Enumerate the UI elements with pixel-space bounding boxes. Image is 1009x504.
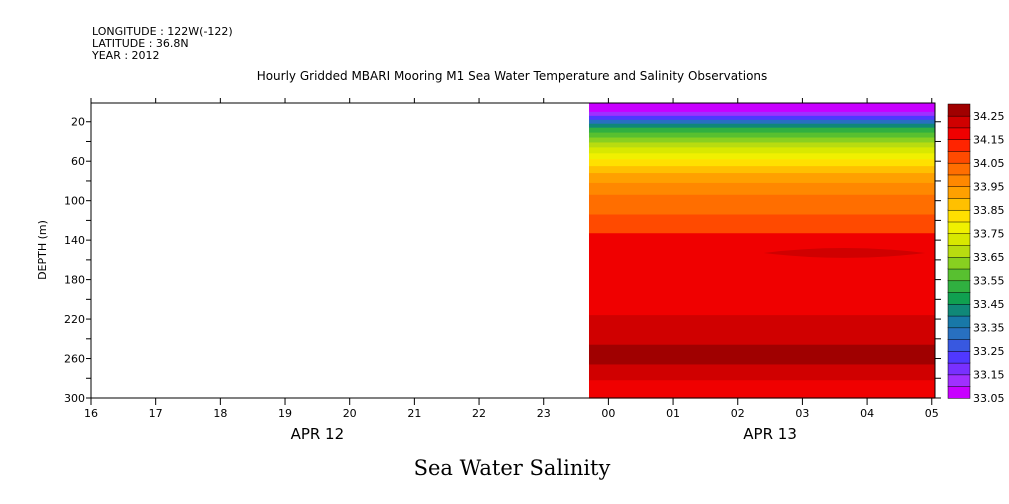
colorbar-label: 33.15 <box>973 368 1005 381</box>
colorbar-swatch <box>947 186 971 199</box>
colorbar-label: 33.85 <box>973 204 1005 217</box>
colorbar-swatch <box>947 374 971 387</box>
colorbar-swatch <box>947 256 971 270</box>
contour-layer <box>588 147 935 154</box>
colorbar: 33.05 33.15 33.25 33.35 33.45 33.55 33.65 33.75… <box>947 103 1005 405</box>
contour-layer <box>588 173 935 184</box>
x-tick-label: 18 <box>213 407 227 420</box>
y-tick-label: 60 <box>71 155 85 168</box>
contour-layer <box>588 344 935 366</box>
y-tick-label: 260 <box>64 353 85 366</box>
contour-layer <box>588 142 935 148</box>
x-tick-label: 21 <box>407 407 421 420</box>
colorbar-label: 33.05 <box>973 392 1005 405</box>
contour-layer <box>588 103 935 113</box>
y-tick-label: 20 <box>71 116 85 129</box>
colorbar-swatch <box>947 350 971 364</box>
year-label: YEAR : 2012 <box>91 49 160 62</box>
colorbar-swatch <box>947 103 971 117</box>
colorbar-swatch <box>947 291 971 305</box>
colorbar-swatch <box>947 139 971 152</box>
contour-layer <box>588 326 935 346</box>
colorbar-swatch <box>947 268 971 282</box>
contour-layer <box>588 115 935 121</box>
colorbar-label: 33.35 <box>973 321 1005 334</box>
x-tick-label: 03 <box>795 407 809 420</box>
colorbar-swatch <box>947 197 971 211</box>
contour-layer <box>588 159 935 167</box>
colorbar-label: 33.95 <box>973 180 1005 193</box>
date-label: APR 13 <box>743 425 797 443</box>
colorbar-label: 34.25 <box>973 110 1005 123</box>
colorbar-label: 33.65 <box>973 251 1005 264</box>
colorbar-label: 34.05 <box>973 157 1005 170</box>
colorbar-label: 33.75 <box>973 227 1005 240</box>
x-tick-label: 19 <box>278 407 292 420</box>
variable-label: Sea Water Salinity <box>414 456 611 480</box>
contour-layer <box>588 166 935 174</box>
y-tick-label: 300 <box>64 392 85 405</box>
date-label: APR 12 <box>291 425 345 443</box>
y-tick-label: 220 <box>64 313 85 326</box>
plot-axes: 20 60 100 140 180 220 260 300 16 17 18 19 20 21 22 23 00… <box>64 98 941 443</box>
colorbar-label: 33.45 <box>973 298 1005 311</box>
colorbar-swatch <box>947 174 971 187</box>
contour-layer <box>588 132 935 139</box>
contour-layer <box>588 182 935 196</box>
colorbar-swatch <box>947 315 971 329</box>
contour-layer <box>588 137 935 144</box>
y-tick-label: 100 <box>64 195 85 208</box>
y-tick-label: 140 <box>64 234 85 247</box>
contour-layer <box>588 380 935 399</box>
contour-layer <box>588 194 935 216</box>
chart-title: Hourly Gridded MBARI Mooring M1 Sea Wate… <box>257 69 768 83</box>
heatmap-area <box>91 103 935 399</box>
x-tick-label: 16 <box>84 407 98 420</box>
plot-frame <box>90 102 936 399</box>
colorbar-swatch <box>947 115 971 129</box>
colorbar-swatch <box>947 362 971 376</box>
colorbar-swatch <box>947 280 971 293</box>
x-tick-label: 01 <box>666 407 680 420</box>
x-tick-label: 23 <box>537 407 551 420</box>
x-tick-label: 17 <box>149 407 163 420</box>
contour-layer <box>588 315 935 328</box>
colorbar-swatch <box>947 209 971 223</box>
colorbar-label: 33.55 <box>973 274 1005 287</box>
y-axis-label: DEPTH (m) <box>36 220 49 280</box>
x-tick-label: 05 <box>925 407 939 420</box>
colorbar-swatch <box>947 303 971 317</box>
longitude-label: LONGITUDE : 122W(-122) <box>92 25 233 38</box>
salinity-lens <box>763 248 926 258</box>
x-tick-label: 02 <box>731 407 745 420</box>
contour-layer <box>588 127 935 134</box>
colorbar-swatch <box>947 127 971 140</box>
x-tick-label: 22 <box>472 407 486 420</box>
colorbar-swatch <box>947 150 971 164</box>
contour-layer <box>588 214 935 234</box>
colorbar-swatch <box>947 385 971 399</box>
contour-layer <box>588 123 935 129</box>
colorbar-label: 33.25 <box>973 345 1005 358</box>
colorbar-swatch <box>947 244 971 258</box>
x-tick-label: 00 <box>601 407 615 420</box>
y-tick-label: 180 <box>64 274 85 287</box>
contour-layer <box>588 364 935 381</box>
contour-layer <box>588 111 935 117</box>
colorbar-swatch <box>947 162 971 176</box>
colorbar-label: 34.15 <box>973 133 1005 146</box>
contour-layer <box>588 119 935 125</box>
colorbar-swatch <box>947 221 971 235</box>
x-tick-label: 20 <box>343 407 357 420</box>
colorbar-swatch <box>947 338 971 352</box>
colorbar-swatch <box>947 327 971 340</box>
x-tick-label: 04 <box>860 407 874 420</box>
latitude-label: LATITUDE : 36.8N <box>92 37 189 50</box>
contour-layer <box>588 233 935 316</box>
colorbar-swatch <box>947 233 971 246</box>
contour-layer <box>588 153 935 160</box>
